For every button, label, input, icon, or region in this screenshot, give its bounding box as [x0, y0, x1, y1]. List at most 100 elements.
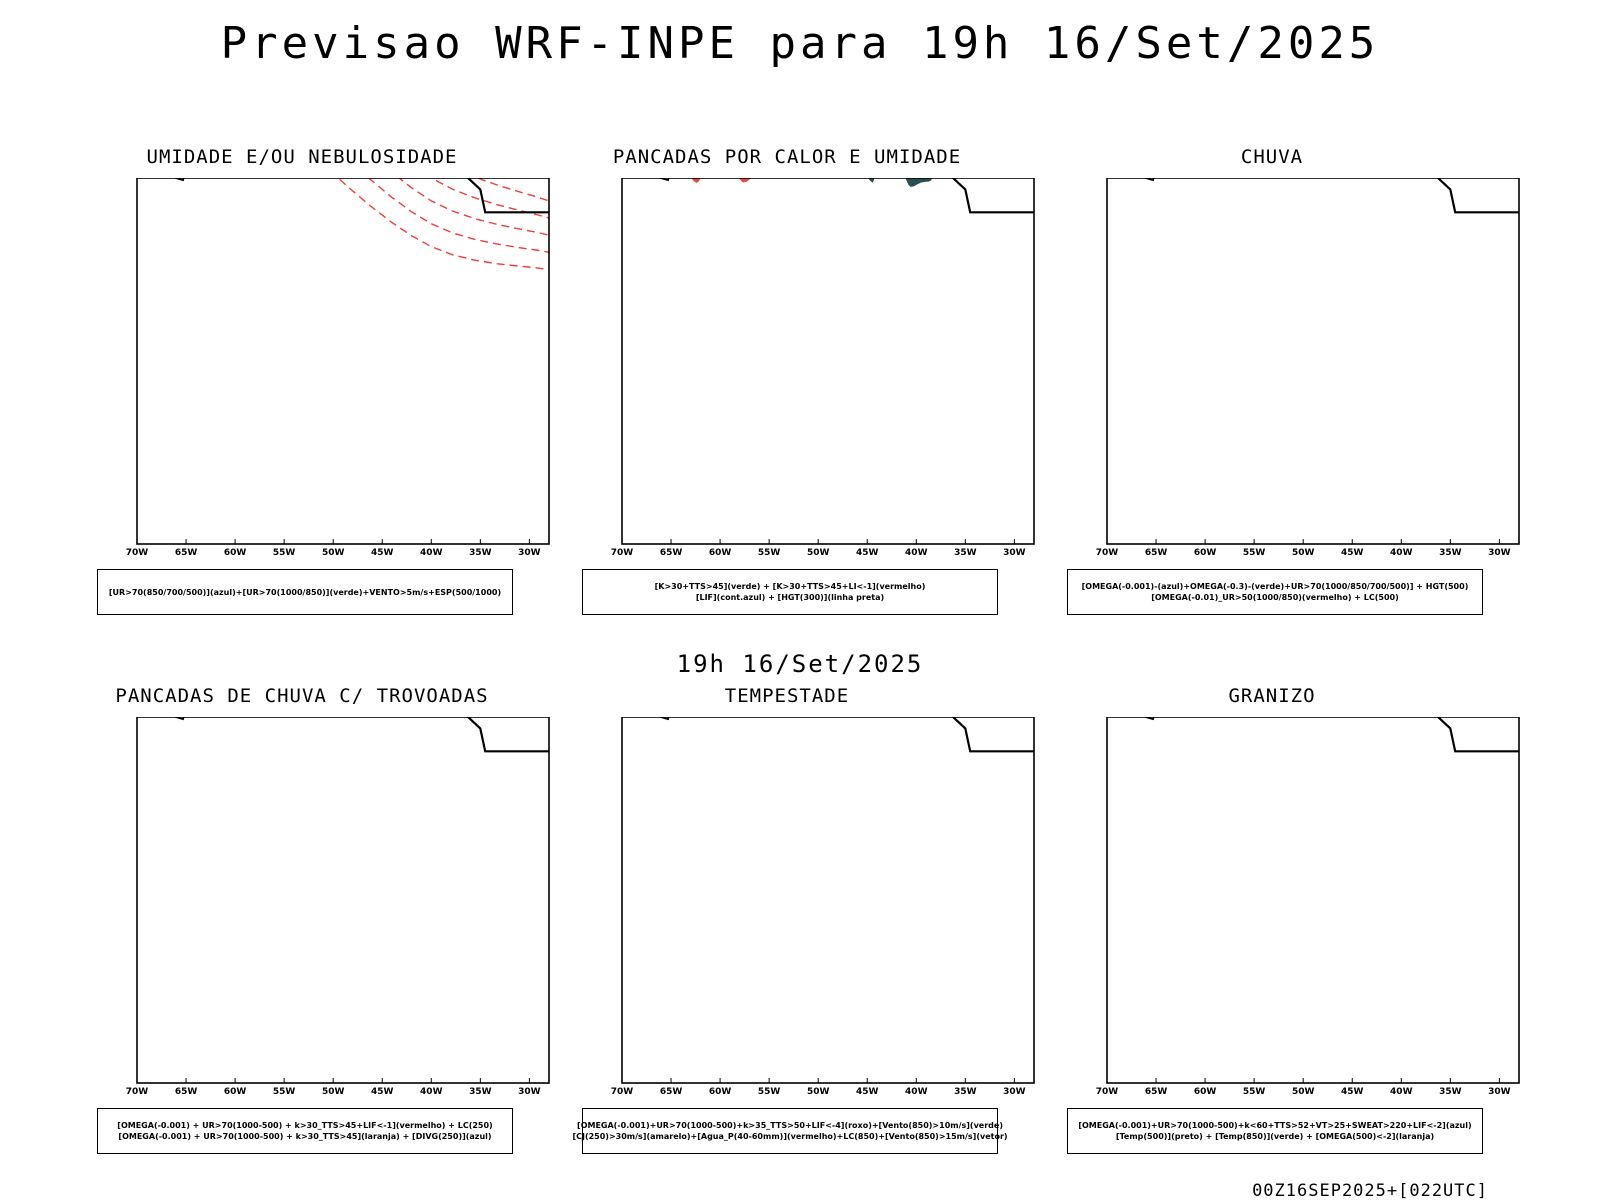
lon-label: 50W: [322, 548, 345, 558]
lon-label: 40W: [420, 548, 443, 558]
legend-box: [OMEGA(-0.001)+UR>70(1000-500)+k<60+TTS>…: [1067, 1108, 1483, 1154]
map-pancadas-calor: 12S15S18S21S24S27S30S33S36S39S42S70W65W6…: [611, 178, 1035, 558]
lon-label: 55W: [273, 548, 296, 558]
instability-teal-area: [868, 178, 875, 183]
legend-line-2: [LIF](cont.azul) + [HGT(300)](linha pret…: [695, 593, 885, 602]
lon-label: 55W: [758, 548, 781, 558]
map-chuva: 12S15S18S21S24S27S30S33S36S39S42S70W65W6…: [1096, 178, 1520, 558]
map-background: [1107, 717, 1519, 1083]
lon-label: 45W: [1341, 548, 1364, 558]
map-trovoadas: 12S15S18S21S24S27S30S33S36S39S42S70W65W6…: [126, 717, 550, 1097]
lon-label: 60W: [709, 1087, 732, 1097]
panel-umidade: UMIDADE E/OU NEBULOSIDADE 12S15S18S21S24…: [57, 146, 550, 636]
legend-box: [OMEGA(-0.001)-(azul)+OMEGA(-0.3)-(verde…: [1067, 569, 1483, 615]
map-content: [657, 178, 1034, 214]
lon-label: 55W: [1243, 1087, 1266, 1097]
map-frame: [1106, 178, 1520, 545]
lon-label: 40W: [420, 1087, 443, 1097]
legend-line-2: [Temp(500)](preto) + [Temp(850)](verde) …: [1115, 1132, 1435, 1141]
map-frame: [136, 717, 550, 1084]
panel-chuva: CHUVA 12S15S18S21S24S27S30S33S36S39S42S7…: [1027, 146, 1520, 636]
thickness-contour: [337, 178, 549, 271]
lon-label: 40W: [1390, 1087, 1413, 1097]
lon-label: 65W: [175, 548, 198, 558]
lon-label: 70W: [611, 548, 634, 558]
legend-line-1: [OMEGA(-0.001) + UR>70(1000-500) + k>30_…: [117, 1121, 493, 1130]
panel-title: PANCADAS DE CHUVA C/ TROVOADAS: [115, 685, 489, 707]
map-frame: [621, 717, 1035, 1084]
lon-label: 65W: [1145, 548, 1168, 558]
lon-label: 70W: [611, 1087, 634, 1097]
lon-label: 55W: [758, 1087, 781, 1097]
legend-line-2: [OMEGA(-0.01)_UR>50(1000/850)(vermelho) …: [1151, 593, 1399, 602]
lon-label: 30W: [1488, 548, 1511, 558]
lon-label: 60W: [709, 548, 732, 558]
lon-label: 55W: [1243, 548, 1266, 558]
lon-label: 65W: [1145, 1087, 1168, 1097]
thickness-contour: [367, 178, 549, 253]
lon-label: 35W: [469, 1087, 492, 1097]
thickness-contour: [430, 178, 549, 219]
lon-label: 70W: [126, 548, 149, 558]
lon-label: 65W: [660, 1087, 683, 1097]
legend-box: [OMEGA(-0.001) + UR>70(1000-500) + k>30_…: [97, 1108, 513, 1154]
lon-label: 45W: [1341, 1087, 1364, 1097]
middle-title: 19h 16/Set/2025: [676, 650, 924, 678]
lon-label: 60W: [224, 548, 247, 558]
lon-label: 45W: [856, 1087, 879, 1097]
lon-label: 35W: [954, 1087, 977, 1097]
lon-label: 60W: [1194, 1087, 1217, 1097]
lon-label: 70W: [126, 1087, 149, 1097]
legend-line-1: [UR>70(850/700/500)](azul)+[UR>70(1000/8…: [108, 587, 502, 597]
map-content: [172, 178, 549, 271]
lon-label: 45W: [856, 548, 879, 558]
lon-label: 45W: [371, 548, 394, 558]
map-umidade: 12S15S18S21S24S27S30S33S36S39S42S70W65W6…: [126, 178, 550, 558]
lon-label: 30W: [518, 1087, 541, 1097]
legend-line-1: [K>30+TTS>45](verde) + [K>30+TTS>45+LI<-…: [654, 582, 926, 591]
lon-label: 35W: [1439, 548, 1462, 558]
lon-label: 30W: [1488, 1087, 1511, 1097]
lon-label: 40W: [1390, 548, 1413, 558]
lon-label: 30W: [1003, 1087, 1026, 1097]
map-tempestade: 12S15S18S21S24S27S30S33S36S39S42S70W65W6…: [611, 717, 1035, 1097]
lon-label: 35W: [469, 548, 492, 558]
lon-label: 60W: [1194, 548, 1217, 558]
panel-pancadas-calor: PANCADAS POR CALOR E UMIDADE 12S15S18S21…: [542, 146, 1035, 636]
lon-label: 35W: [1439, 1087, 1462, 1097]
lon-label: 35W: [954, 548, 977, 558]
panel-title: PANCADAS POR CALOR E UMIDADE: [612, 146, 962, 168]
instability-red-area: [720, 178, 752, 183]
map-frame: [621, 178, 1035, 545]
legend-line-1: [OMEGA(-0.001)-(azul)+OMEGA(-0.3)-(verde…: [1081, 582, 1469, 591]
legend-line-1: [OMEGA(-0.001)+UR>70(1000-500)+k<60+TTS>…: [1078, 1121, 1472, 1130]
map-frame: [1106, 717, 1520, 1084]
lon-label: 55W: [273, 1087, 296, 1097]
lon-label: 50W: [807, 1087, 830, 1097]
lon-label: 40W: [905, 548, 928, 558]
lon-label: 30W: [518, 548, 541, 558]
panel-title: GRANIZO: [1228, 685, 1316, 707]
lon-label: 50W: [1292, 548, 1315, 558]
lon-label: 50W: [807, 548, 830, 558]
legend-box: [UR>70(850/700/500)](azul)+[UR>70(1000/8…: [97, 569, 513, 615]
legend-line-2: [CJ(250)>30m/s](amarelo)+[Agua_P(40-60mm…: [572, 1132, 1008, 1141]
panel-title: TEMPESTADE: [724, 685, 850, 707]
map-frame: [136, 178, 550, 545]
lon-label: 50W: [1292, 1087, 1315, 1097]
panel-title: CHUVA: [1240, 146, 1304, 168]
run-timestamp: 00Z16SEP2025+[022UTC]: [1252, 1181, 1488, 1201]
lon-label: 65W: [660, 548, 683, 558]
map-background: [1107, 178, 1519, 544]
lon-label: 70W: [1096, 1087, 1119, 1097]
panel-tempestade: TEMPESTADE 12S15S18S21S24S27S30S33S36S39…: [542, 685, 1035, 1175]
main-title: Previsao WRF-INPE para 19h 16/Set/2025: [220, 18, 1380, 69]
instability-teal-area: [905, 178, 933, 187]
legend-line-2: [OMEGA(-0.001) + UR>70(1000-500) + k>30_…: [118, 1132, 492, 1141]
lon-label: 60W: [224, 1087, 247, 1097]
map-background: [137, 717, 549, 1083]
lon-label: 45W: [371, 1087, 394, 1097]
panel-title: UMIDADE E/OU NEBULOSIDADE: [146, 146, 458, 168]
legend-box: [OMEGA(-0.001)+UR>70(1000-500)+k>35_TTS>…: [572, 1108, 1008, 1154]
legend-line-1: [OMEGA(-0.001)+UR>70(1000-500)+k>35_TTS>…: [577, 1121, 1003, 1130]
